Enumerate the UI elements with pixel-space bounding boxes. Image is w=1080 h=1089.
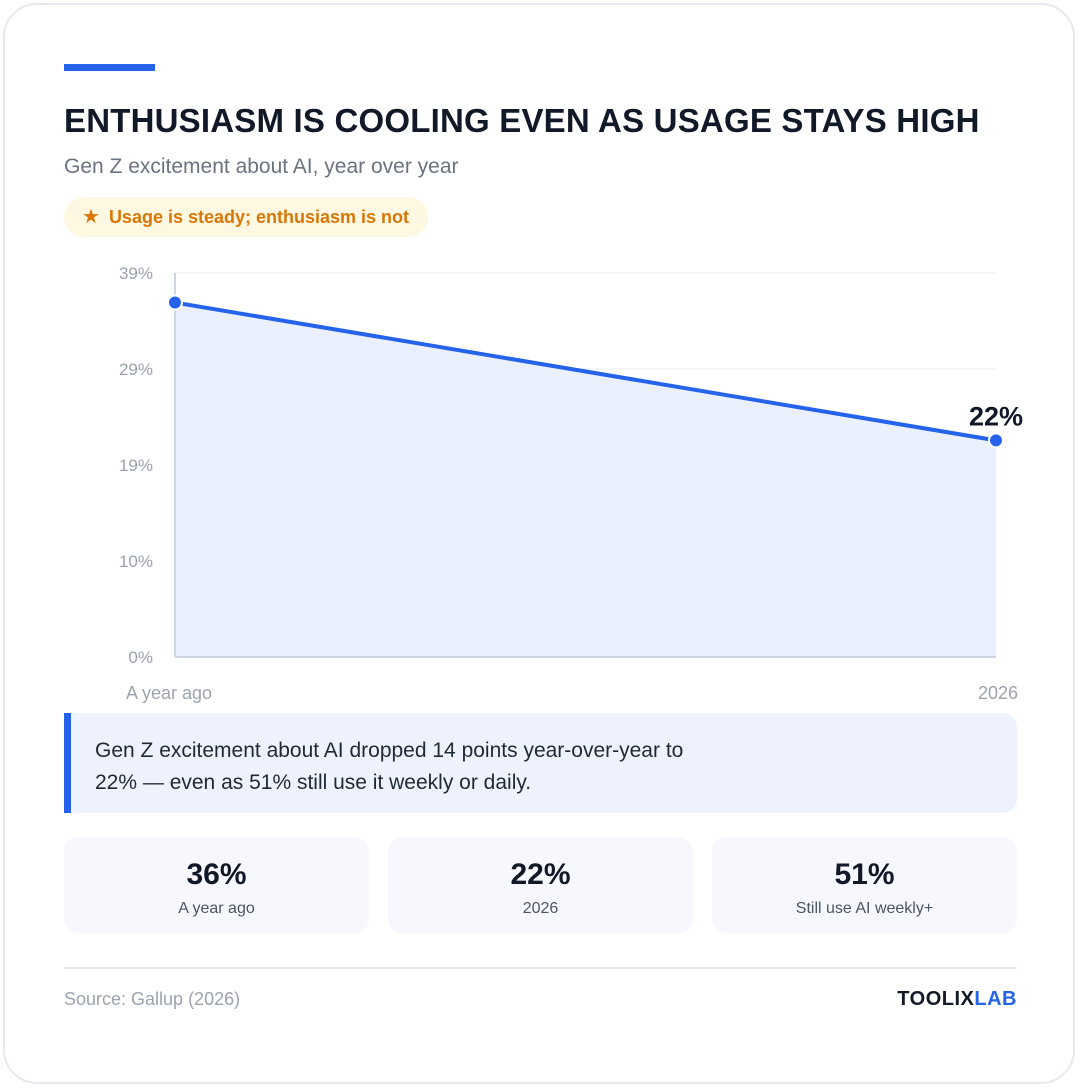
stat-label: Still use AI weekly+ (795, 900, 934, 917)
stat-label: A year ago (178, 900, 255, 917)
stat-card-2026: 22% 2026 (388, 837, 693, 933)
stat-value: 36% (186, 858, 247, 891)
stat-value: 22% (510, 858, 571, 891)
stat-card-year-ago: 36% A year ago (64, 837, 369, 933)
y-tick-label: 29% (119, 360, 153, 379)
y-tick-label: 19% (119, 456, 153, 475)
callout-box: Gen Z excitement about AI dropped 14 poi… (64, 713, 1017, 813)
callout-text: Gen Z excitement about AI dropped 14 poi… (95, 739, 684, 794)
chart-title: ENTHUSIASM IS COOLING EVEN AS USAGE STAY… (64, 102, 980, 139)
x-tick-label: 2026 (978, 683, 1018, 703)
x-tick-label: A year ago (126, 683, 212, 703)
data-points (167, 294, 1004, 449)
y-tick-label: 10% (119, 552, 153, 571)
line-chart: 0% 10% 19% 29% 39% A year ago 2026 22% (119, 264, 1023, 703)
accent-bar (64, 64, 155, 71)
chart-subtitle: Gen Z excitement about AI, year over yea… (64, 155, 459, 178)
data-point (988, 432, 1004, 449)
series-line (173, 300, 998, 443)
stat-card-weekly-usage: 51% Still use AI weekly+ (712, 837, 1017, 933)
y-tick-label: 0% (128, 648, 153, 667)
star-icon: ★ (82, 206, 100, 228)
stat-value: 51% (834, 858, 895, 891)
source-note: Source: Gallup (2026) (64, 989, 241, 1009)
data-point (167, 294, 183, 311)
x-tick-labels: A year ago 2026 (126, 683, 1018, 703)
stat-label: 2026 (522, 900, 559, 917)
insight-badge: ★ Usage is steady; enthusiasm is not (64, 197, 429, 237)
brand-logo: TOOLIXLAB (897, 988, 1017, 1011)
y-tick-label: 39% (119, 264, 153, 283)
end-value-label: 22% (969, 401, 1023, 431)
badge-text: Usage is steady; enthusiasm is not (108, 206, 410, 227)
brand-text-b: LAB (974, 988, 1017, 1010)
y-tick-labels: 0% 10% 19% 29% 39% (119, 264, 153, 667)
area-fill (175, 302, 996, 657)
footer-divider (64, 967, 1017, 969)
brand-text-a: TOOLIX (897, 988, 975, 1010)
